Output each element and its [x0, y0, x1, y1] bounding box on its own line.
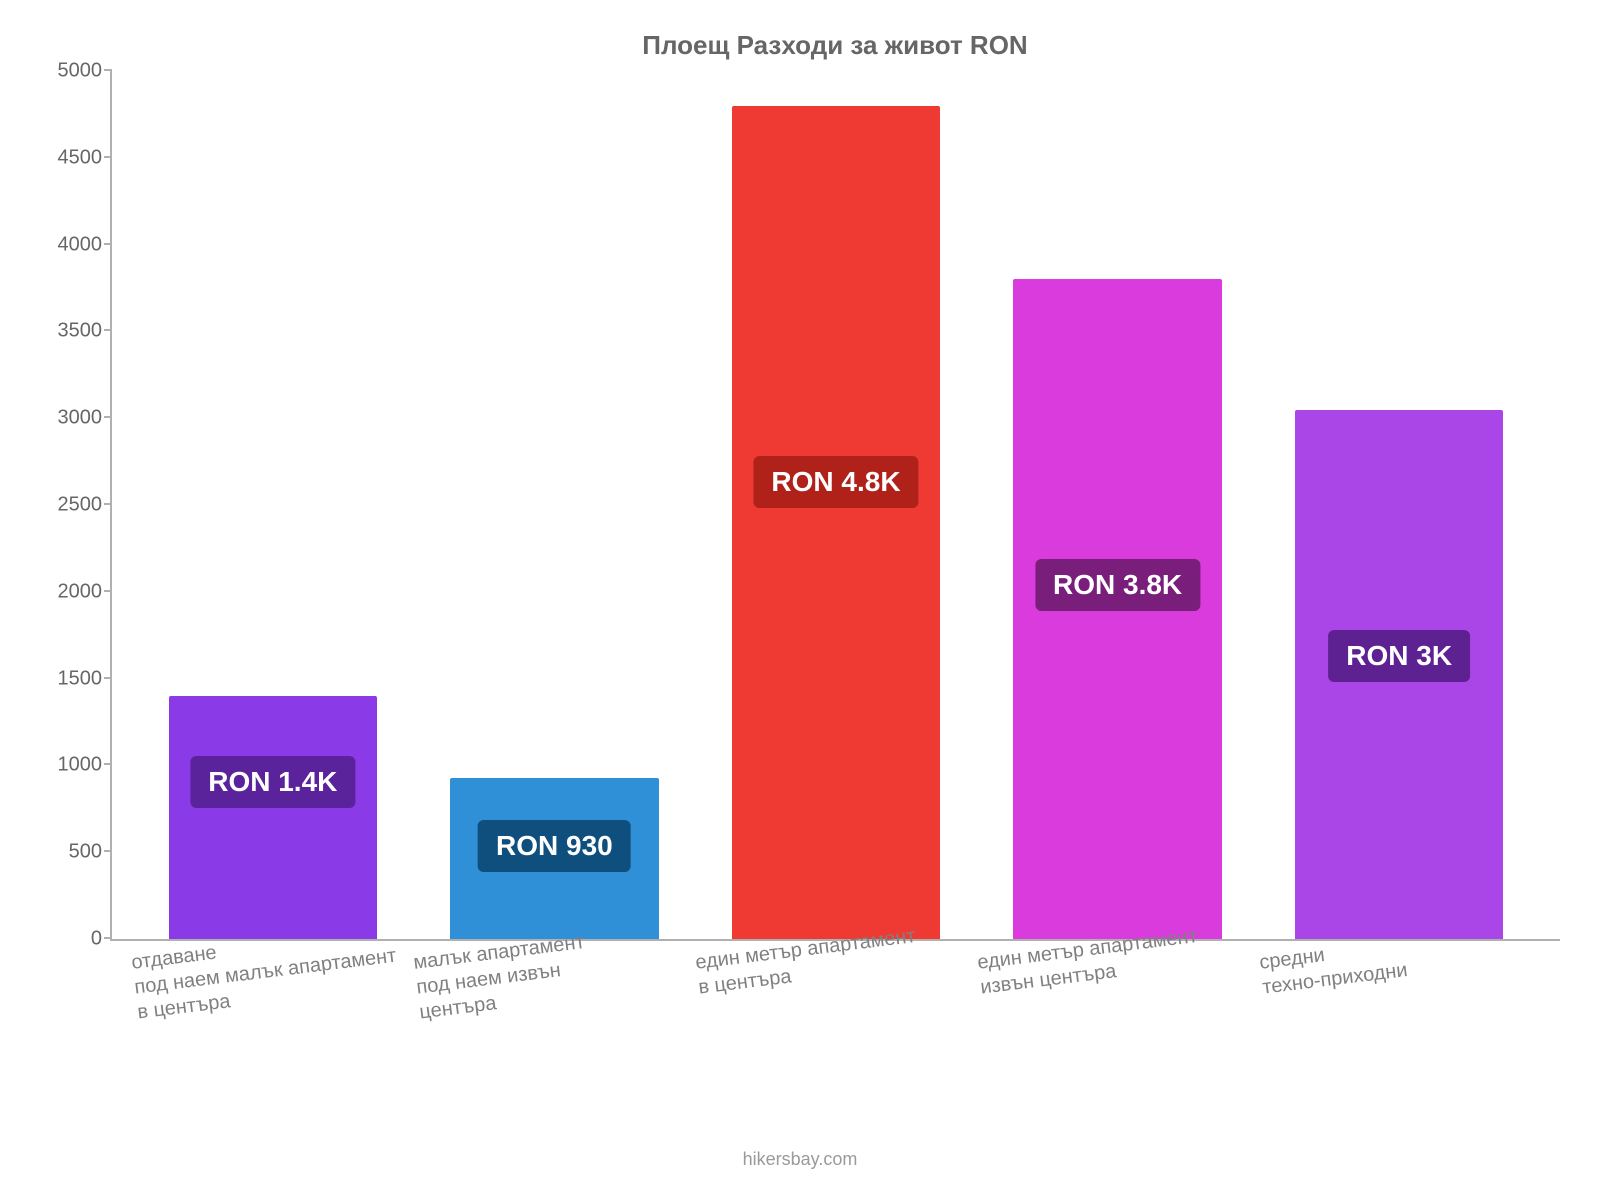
bar: RON 3.8K	[1013, 279, 1221, 939]
y-tick-label: 3500	[42, 320, 102, 343]
y-tick-label: 4000	[42, 233, 102, 256]
x-axis-label: средни техно-приходни	[1258, 933, 1409, 1000]
y-tick-mark	[104, 677, 112, 679]
y-tick-label: 2500	[42, 494, 102, 517]
bar-slot: RON 3.8K	[977, 71, 1259, 939]
y-tick-mark	[104, 329, 112, 331]
bar-slot: RON 930	[414, 71, 696, 939]
bar-slot: RON 1.4K	[132, 71, 414, 939]
y-tick-label: 4500	[42, 146, 102, 169]
x-axis-label: малък апартамент под наем извън центъра	[412, 930, 592, 1025]
y-tick-label: 1500	[42, 667, 102, 690]
bar-value-label: RON 4.8K	[753, 456, 918, 508]
y-tick-label: 500	[42, 841, 102, 864]
bar: RON 3K	[1295, 410, 1503, 939]
bar-slot: RON 3K	[1258, 71, 1540, 939]
chart-footer: hikersbay.com	[0, 1149, 1600, 1170]
chart-container: Плоещ Разходи за живот RON RON 1.4K RON 9…	[0, 0, 1600, 1200]
bar-value-label: RON 3.8K	[1035, 559, 1200, 611]
bar-value-label: RON 930	[478, 820, 631, 872]
y-tick-mark	[104, 416, 112, 418]
y-tick-mark	[104, 69, 112, 71]
y-tick-mark	[104, 590, 112, 592]
y-tick-mark	[104, 503, 112, 505]
y-tick-mark	[104, 156, 112, 158]
bar-value-label: RON 3K	[1328, 630, 1470, 682]
plot-area: RON 1.4KRON 930RON 4.8KRON 3.8KRON 3K 05…	[110, 71, 1560, 941]
y-tick-label: 5000	[42, 60, 102, 83]
y-tick-label: 2000	[42, 580, 102, 603]
y-tick-label: 3000	[42, 407, 102, 430]
y-tick-label: 0	[42, 928, 102, 951]
bar: RON 930	[450, 778, 658, 939]
chart-title: Плоещ Разходи за живот RON	[110, 30, 1560, 61]
bar-value-label: RON 1.4K	[190, 756, 355, 808]
bar-slot: RON 4.8K	[695, 71, 977, 939]
bar: RON 4.8K	[732, 106, 940, 939]
y-tick-mark	[104, 763, 112, 765]
y-tick-mark	[104, 937, 112, 939]
bar: RON 1.4K	[169, 696, 377, 939]
y-tick-label: 1000	[42, 754, 102, 777]
y-tick-mark	[104, 243, 112, 245]
y-tick-mark	[104, 850, 112, 852]
bars-row: RON 1.4K RON 930 RON 4.8K RON 3.8K RON 3K	[112, 71, 1560, 939]
